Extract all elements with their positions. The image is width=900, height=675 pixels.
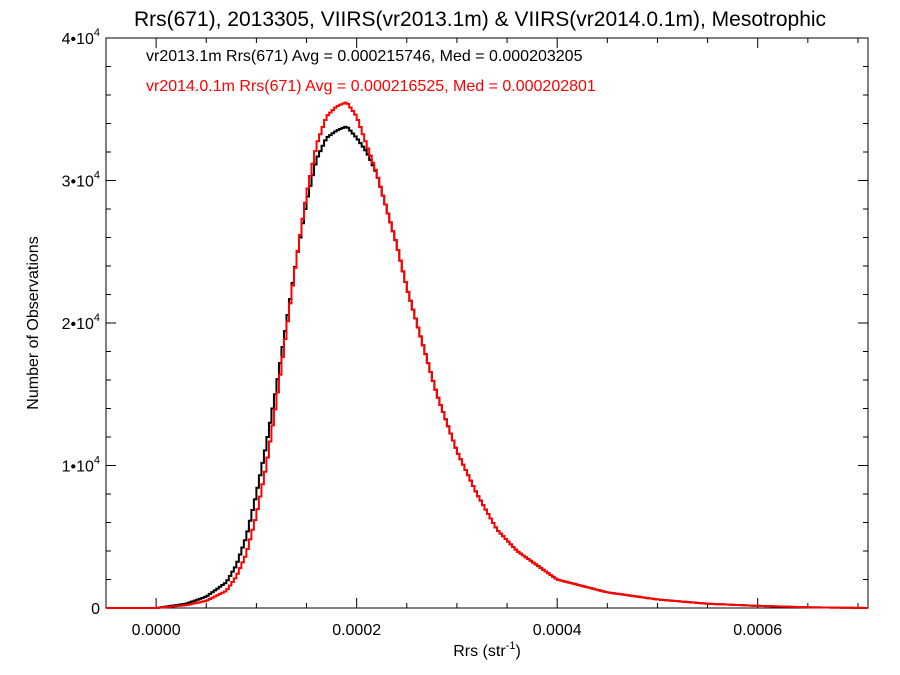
- chart-title: Rrs(671), 2013305, VIIRS(vr2013.1m) & VI…: [134, 8, 826, 31]
- legend-entry-1: vr2013.1m Rrs(671) Avg = 0.000215746, Me…: [146, 48, 583, 65]
- y-tick-label-2: 2•104: [62, 312, 100, 333]
- x-tick-label-3: 0.0006: [733, 622, 782, 639]
- y-tick-label-3: 3•104: [62, 170, 100, 191]
- legend: vr2013.1m Rrs(671) Avg = 0.000215746, Me…: [146, 48, 596, 95]
- y-axis-ticks: 0 1•104 2•104 3•104 4•104: [62, 27, 868, 618]
- series-line-2: [106, 101, 868, 609]
- y-tick-label-4: 4•104: [62, 27, 100, 48]
- y-tick-label-0: 0: [91, 601, 100, 618]
- y-axis-label: Number of Observations: [25, 236, 42, 409]
- series-layer: [106, 101, 868, 609]
- x-axis-ticks: 0.0000 0.0002 0.0004 0.0006: [105, 38, 859, 639]
- plot-frame: [105, 37, 869, 609]
- x-axis-label: Rrs (str-1): [453, 640, 521, 660]
- x-axis-label-close: ): [515, 643, 520, 660]
- x-axis-label-main: Rrs (str: [453, 643, 506, 660]
- y-tick-label-1: 1•104: [62, 455, 100, 476]
- x-tick-label-1: 0.0002: [332, 622, 381, 639]
- legend-entry-2: vr2014.0.1m Rrs(671) Avg = 0.000216525, …: [146, 78, 596, 95]
- x-axis-label-superscript: -1: [506, 640, 516, 652]
- series-line-1: [106, 125, 868, 609]
- x-tick-label-2: 0.0004: [533, 622, 582, 639]
- x-tick-label-0: 0.0000: [132, 622, 181, 639]
